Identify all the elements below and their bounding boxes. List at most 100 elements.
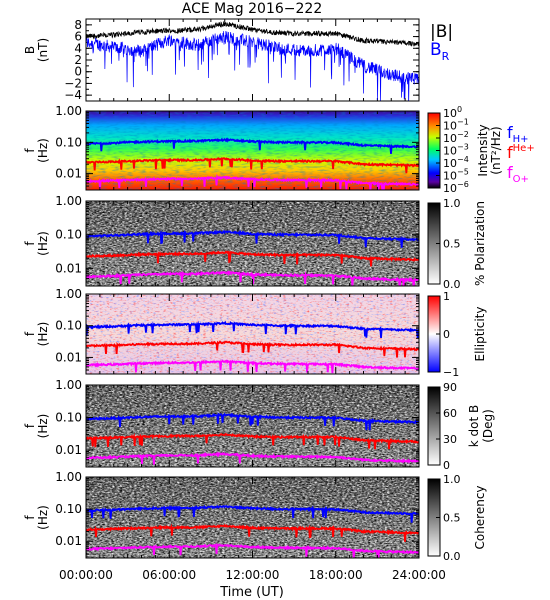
gyro-legend-entry: fH+: [507, 123, 529, 145]
colorbar-tick-base: 10: [443, 182, 457, 195]
gyro-trace-h: [86, 504, 419, 523]
freq-axis-label-unit: (Hz): [36, 505, 50, 530]
colorbar-tick-base: 10: [443, 157, 457, 170]
colorbar-tick-label: 10−4: [443, 155, 469, 170]
freq-tick-label: 0.01: [55, 350, 82, 364]
mag-y-tick-label: 6: [74, 30, 82, 44]
freq-tick-label: 0.10: [55, 135, 82, 149]
legend-b-radial-main: B: [430, 40, 442, 60]
freq-axis-label-main: f: [23, 241, 37, 246]
freq-tick-label: 0.01: [55, 534, 82, 548]
colorbar-tick-label: 60: [443, 407, 457, 420]
spectrogram-panel-polarization: 1.00 0.10 0.01 f (Hz) 1.0 0.5 0.0 % Polarization: [23, 194, 487, 291]
spectrogram-panel-kdotb: 1.00 0.10 0.01 f (Hz) 90 60 30 0 k dot B (Deg): [23, 378, 495, 472]
colorbar-tick-label: 10−6: [443, 180, 469, 195]
colorbar-label: Coherency: [473, 485, 487, 549]
colorbar-tick-exponent: 0: [457, 105, 462, 114]
colorbar-tick-label: −1: [443, 366, 459, 379]
freq-tick-label: 1.00: [55, 104, 82, 118]
colorbar-label: % Polarization: [473, 201, 487, 286]
colorbar-tick-base: 10: [443, 120, 457, 133]
colorbar-label-unit: (nT²/Hz): [489, 126, 503, 174]
colorbar-tick-label: 10−1: [443, 118, 469, 133]
colorbar-label-main: Coherency: [473, 485, 487, 549]
x-axis: 00:00:00 06:00:00 12:00:00 18:00:00 24:00:00: [59, 568, 446, 582]
mag-y-tick-label: 2: [74, 53, 82, 67]
colorbar-tick-label: 10−2: [443, 130, 469, 145]
mag-frame: [85, 18, 420, 102]
colorbar-tick-label: 1.0: [443, 197, 461, 210]
colorbar-label-main: Intensity: [476, 124, 490, 176]
colorbar-tick-label: 30: [443, 433, 457, 446]
colorbar-tick-exponent: −3: [457, 143, 469, 152]
colorbar-label-main: k dot B: [467, 405, 481, 447]
gyro-trace-o: [86, 542, 419, 558]
freq-tick-label: 1.00: [55, 287, 82, 301]
colorbar-tick-label: 100: [443, 105, 462, 120]
gyro-trace-he: [86, 432, 419, 450]
spectrogram-image: [86, 477, 419, 558]
freq-axis-label-main: f: [23, 515, 37, 520]
spectrogram-image: [86, 385, 419, 467]
gyrofrequency-legend: fH+fHe+f O+: [507, 123, 535, 185]
figure-title: ACE Mag 2016−222: [182, 1, 322, 17]
colorbar-tick-base: 10: [443, 107, 457, 120]
series-b-radial: [86, 31, 419, 101]
colorbar-label-main: % Polarization: [473, 201, 487, 286]
colorbar-tick-base: 10: [443, 170, 457, 183]
gyro-trace-o: [86, 359, 419, 374]
freq-tick-label: 1.00: [55, 194, 82, 208]
freq-tick-label: 0.01: [55, 443, 82, 457]
colorbar-tick-exponent: −6: [457, 180, 469, 189]
mag-y-tick-label: −4: [64, 88, 82, 102]
mag-ylabel: B (nT): [23, 38, 50, 62]
colorbar-tick-exponent: −2: [457, 130, 469, 139]
colorbar-tick-label: 90: [443, 381, 457, 394]
freq-tick-label: 0.10: [55, 411, 82, 425]
colorbar-tick-exponent: −1: [457, 118, 469, 127]
mag-y-tick-label: 8: [74, 18, 82, 32]
mag-y-tick-label: 0: [74, 65, 82, 79]
spectrogram-image: [86, 111, 419, 190]
colorbar-label: Ellipticity: [473, 307, 487, 362]
freq-axis-label-unit: (Hz): [36, 414, 50, 439]
freq-tick-label: 0.01: [55, 167, 82, 181]
freq-axis-label-main: f: [23, 148, 37, 153]
freq-tick-label: 0.10: [55, 228, 82, 242]
colorbar-coherency: 1.0 0.5 0.0 Coherency: [427, 473, 487, 563]
spectrogram-panel-ellipticity: 1.00 0.10 0.01 f (Hz) 1 0 −1 Ellipticity: [23, 287, 487, 379]
spectrogram-image: [86, 201, 419, 286]
gyro-trace-h: [86, 229, 419, 248]
freq-axis-label: f (Hz): [23, 505, 50, 530]
colorbar-tick-label: 0.5: [443, 238, 461, 251]
gyro-legend-sub: O+: [513, 174, 529, 185]
gyro-trace-o: [86, 451, 419, 465]
gyro-trace-he: [86, 157, 419, 174]
x-tick-label: 06:00:00: [142, 568, 196, 582]
freq-axis-label-main: f: [23, 423, 37, 428]
colorbar-tick-label: 0: [443, 459, 450, 472]
gyro-trace-h: [86, 137, 419, 154]
colorbar-tick-base: 10: [443, 132, 457, 145]
colorbar-tick-label: 1.0: [443, 473, 461, 486]
colorbar-tick-base: 10: [443, 145, 457, 158]
gyro-trace-o: [86, 173, 419, 190]
gyro-legend-entry: fHe+: [507, 143, 535, 162]
freq-axis-label-main: f: [23, 331, 37, 336]
freq-axis-label-unit: (Hz): [36, 231, 50, 256]
colorbar-ellipticity: 1 0 −1 Ellipticity: [427, 290, 487, 379]
colorbar-polarization: 1.0 0.5 0.0 % Polarization: [427, 197, 487, 291]
spectrogram-panel-coherency: 1.00 0.10 0.01 f (Hz) 1.0 0.5 0.0 Coherency: [23, 470, 487, 563]
colorbar-tick-exponent: −4: [457, 155, 469, 164]
colorbar-tick-exponent: −5: [457, 168, 469, 177]
colorbar-tick-label: 0.0: [443, 278, 461, 291]
mag-ylabel-main: B: [23, 46, 37, 54]
gyro-legend-main: f: [507, 143, 513, 162]
x-axis-label: Time (UT): [219, 585, 284, 600]
gyro-legend-sub: H+: [513, 134, 529, 145]
freq-axis-label: f (Hz): [23, 231, 50, 256]
